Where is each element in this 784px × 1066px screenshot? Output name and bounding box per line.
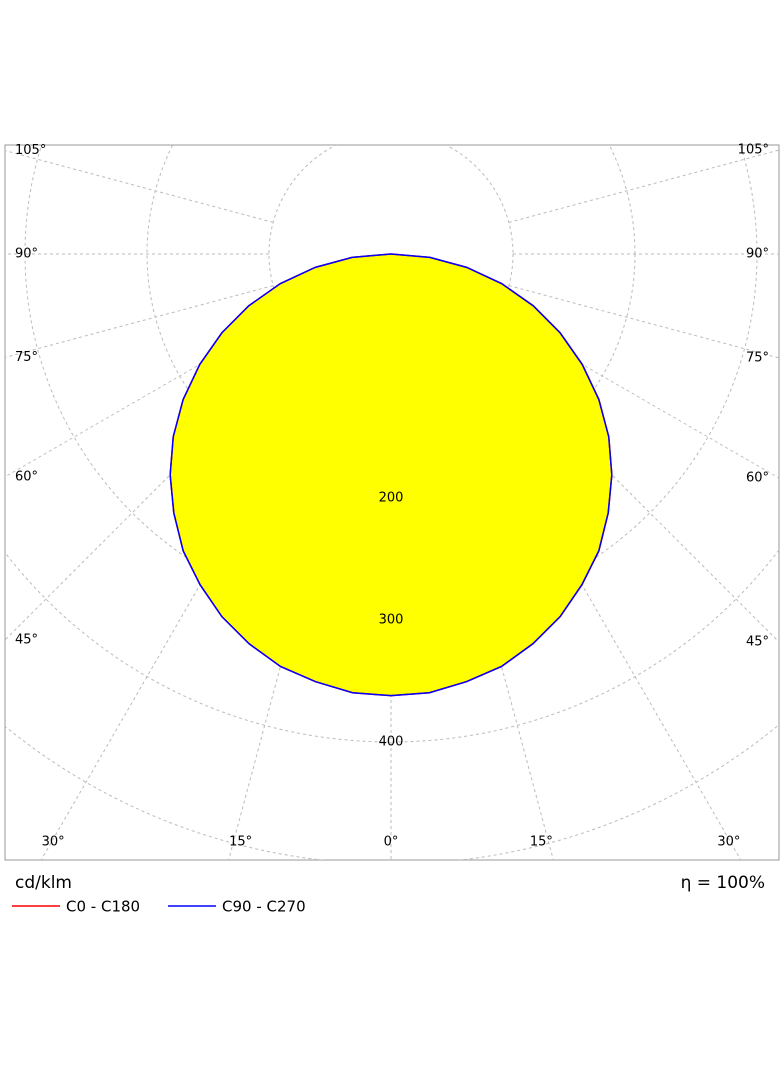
angle-tick-label: 75° xyxy=(15,350,38,365)
legend-label: C90 - C270 xyxy=(222,898,306,916)
grid-ray xyxy=(476,339,779,643)
angle-tick-label: 15° xyxy=(229,835,252,850)
legend: C0 - C180 C90 - C270 xyxy=(12,898,306,916)
light-fill xyxy=(170,254,612,696)
angle-tick-label: 90° xyxy=(15,247,38,262)
angle-tick-label: 75° xyxy=(746,350,769,365)
legend-label: C0 - C180 xyxy=(66,898,140,916)
grid-ring xyxy=(24,145,758,621)
grid-ray xyxy=(5,339,306,641)
angle-tick-label: 60° xyxy=(15,469,38,484)
unit-label: cd/klm xyxy=(15,873,72,893)
angle-tick-label: 15° xyxy=(530,835,553,850)
radial-tick-label: 300 xyxy=(379,613,404,628)
angle-tick-label: 90° xyxy=(746,247,769,262)
angle-tick-label: 105° xyxy=(738,143,769,158)
angle-tick-label: 30° xyxy=(42,835,65,850)
angle-tick-label: 105° xyxy=(15,143,46,158)
labels: 0° 15° 15° 30° 30° 45° 45° 60° 60° 75° 75° 90° 90° 10… xyxy=(15,143,769,850)
grid-ray xyxy=(5,285,274,358)
grid-ray xyxy=(508,149,779,223)
radial-tick-label: 200 xyxy=(379,491,404,506)
radial-tick-label: 400 xyxy=(379,735,404,750)
angle-tick-label: 45° xyxy=(746,635,769,650)
intensity-curve xyxy=(169,253,392,697)
grid-ray xyxy=(5,150,274,223)
efficiency-label: η = 100% xyxy=(681,873,765,893)
angle-tick-label: 60° xyxy=(746,471,769,486)
angle-tick-label: 30° xyxy=(717,835,740,850)
angle-tick-label: 0° xyxy=(384,835,399,850)
curves xyxy=(169,253,613,697)
grid-ray xyxy=(508,285,779,359)
angle-tick-label: 45° xyxy=(15,633,38,648)
intensity-curve xyxy=(390,253,613,697)
